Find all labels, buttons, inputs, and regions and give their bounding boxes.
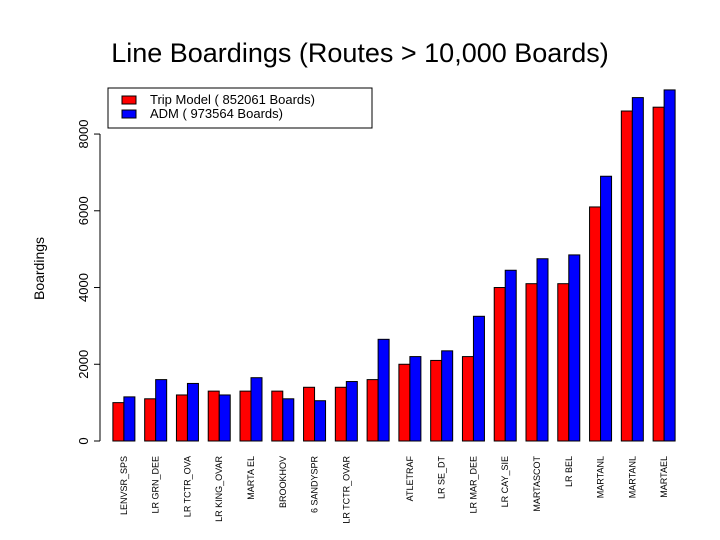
bar-adm [250,377,263,442]
x-tick-label: 6 SANDYSPR [310,456,320,514]
bar-trip-model [334,386,347,442]
bar-adm [472,315,485,442]
bar-trip-model [589,206,602,442]
y-axis: 0 2000 4000 6000 8000 [76,120,101,445]
bar-trip-model [144,398,157,442]
bar-adm [282,398,295,442]
chart-title: Line Boardings (Routes > 10,000 Boards) [111,38,609,68]
x-tick-label: LR BEL [564,456,574,487]
y-tick-label: 2000 [76,350,91,379]
bar-trip-model [112,402,125,442]
bar-trip-model [652,106,665,442]
x-tick-label: ATLETRAF [405,456,415,502]
bars [112,89,676,442]
y-tick-label: 0 [76,437,91,444]
bar-adm [377,338,390,442]
x-tick-label: MARTAEL [659,456,669,498]
bar-adm [409,356,422,442]
y-axis-label: Boardings [31,237,47,300]
x-tick-label: LR MAR_DEE [468,456,478,514]
legend: Trip Model ( 852061 Boards) ADM ( 973564… [107,87,373,129]
bar-adm [536,258,549,442]
bar-trip-model [557,283,570,442]
y-tick-label: 4000 [76,273,91,302]
bar-adm [504,269,517,442]
bar-adm [663,89,676,442]
x-tick-label: LR TCTR_OVAR [341,456,351,524]
y-axis-label-group: Boardings [31,237,47,300]
legend-entry-adm: ADM ( 973564 Boards) [150,106,283,121]
bar-trip-model [493,287,506,442]
bar-trip-model [239,390,252,442]
x-tick-label: MARTA EL [246,456,256,500]
x-tick-label: LR TCTR_OVA [182,456,192,517]
x-tick-label: LR SE_DT [437,455,447,499]
bar-adm [441,350,454,442]
x-tick-label: MARTANL [596,456,606,498]
bar-trip-model [525,283,538,442]
x-tick-label: MARTANL [627,456,637,498]
legend-box [107,87,373,129]
bar-trip-model [430,359,443,442]
bar-adm [631,97,644,442]
x-tick-label: MARTASCOT [532,455,542,511]
bar-trip-model [398,363,411,442]
x-tick-label: LENVSR_SPS [119,456,129,515]
y-tick-label: 8000 [76,120,91,149]
x-tick-label: LR GRN_DEE [151,456,161,514]
legend-entry-trip-model: Trip Model ( 852061 Boards) [150,92,315,107]
bar-adm [155,379,168,442]
bar-adm [314,400,327,442]
x-tick-label: LR KING_OVAR [214,456,224,522]
bar-trip-model [461,356,474,442]
bar-adm [123,396,136,442]
bar-trip-model [207,390,220,442]
legend-swatch-adm [121,109,137,119]
bar-trip-model [366,379,379,442]
bar-adm [186,382,199,442]
y-tick-label: 6000 [76,196,91,225]
bar-trip-model [620,110,633,442]
bar-trip-model [175,394,188,442]
bar-adm [345,381,358,442]
bar-adm [600,175,613,442]
bar-adm [568,254,581,442]
x-tick-label: BROOKHOV [278,456,288,508]
bar-trip-model [303,386,316,442]
legend-swatch-trip-model [121,95,137,105]
x-tick-label: LR CAY_SIE [500,456,510,507]
x-axis-labels: LENVSR_SPS LR GRN_DEE LR TCTR_OVA LR KING_O… [119,455,669,523]
bar-trip-model [271,390,284,442]
bar-adm [218,394,231,442]
